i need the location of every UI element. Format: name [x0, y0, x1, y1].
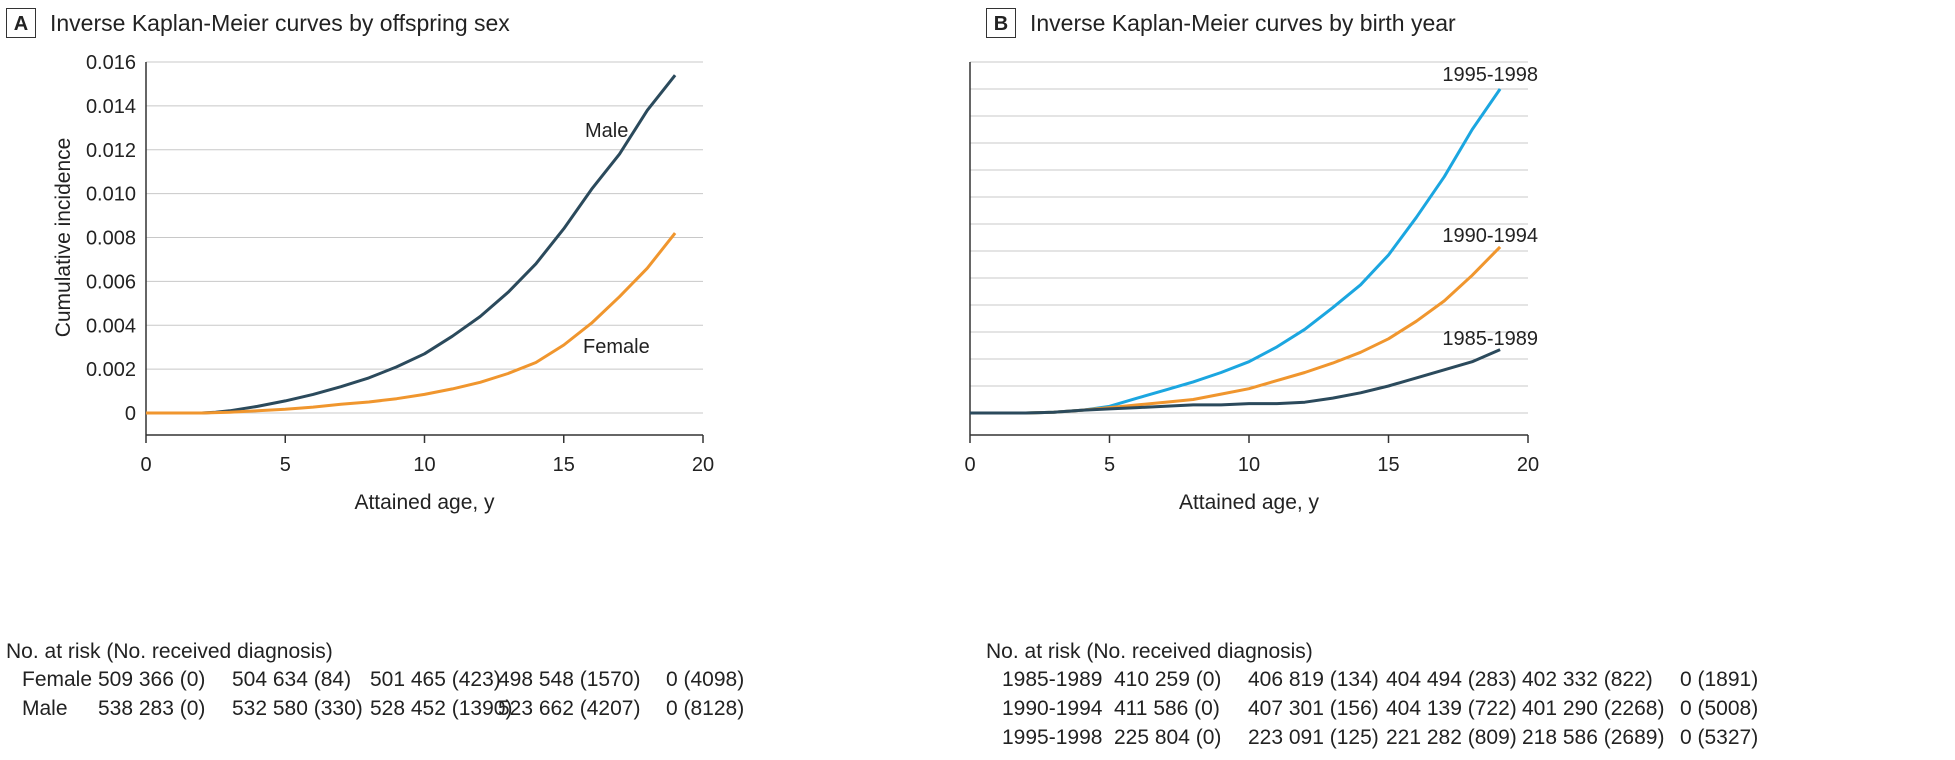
risk-cell: 225 804 (0) — [1114, 726, 1222, 749]
risk-cell: 0 (8128) — [666, 697, 745, 720]
risk-cell: 0 (4098) — [666, 668, 745, 691]
risk-cell: 223 091 (125) — [1248, 726, 1379, 749]
risk-cell: 528 452 (1390) — [370, 697, 513, 720]
risk-cell: 410 259 (0) — [1114, 668, 1222, 691]
risk-cell: 221 282 (809) — [1386, 726, 1517, 749]
x-tick-label: 10 — [1238, 454, 1260, 476]
y-tick-label: 0.012 — [86, 140, 136, 162]
panel-a: A Inverse Kaplan-Meier curves by offspri… — [0, 0, 960, 760]
risk-cell: 404 494 (283) — [1386, 668, 1517, 691]
risk-cell: 411 586 (0) — [1114, 697, 1220, 720]
x-axis-label: Attained age, y — [354, 491, 495, 514]
panel-a-header: A Inverse Kaplan-Meier curves by offspri… — [6, 8, 510, 38]
risk-table-a: No. at risk (No. received diagnosis) Fem… — [6, 640, 744, 726]
y-tick-label: 0.004 — [86, 315, 136, 337]
risk-row: 1990-1994 411 586 (0) 407 301 (156) 404 139… — [986, 697, 1758, 726]
risk-row-label: 1985-1989 — [1002, 668, 1103, 691]
risk-cell: 504 634 (84) — [232, 668, 352, 691]
risk-cell: 532 580 (330) — [232, 697, 363, 720]
x-tick-label: 20 — [692, 454, 714, 476]
y-tick-label: 0.002 — [86, 359, 136, 381]
risk-cell: 501 465 (423) — [370, 668, 501, 691]
risk-table-b-rows: 1985-1989 410 259 (0) 406 819 (134) 404 494… — [986, 668, 1758, 755]
y-axis-label: Cumulative incidence — [52, 138, 75, 338]
x-tick-label: 5 — [1104, 454, 1115, 476]
risk-cell: 404 139 (722) — [1386, 697, 1517, 720]
series-label: Female — [583, 336, 650, 358]
panel-b-letter: B — [986, 8, 1016, 38]
series-label: 1990-1994 — [1442, 225, 1538, 247]
x-tick-label: 20 — [1517, 454, 1539, 476]
risk-cell: 0 (1891) — [1680, 668, 1759, 691]
risk-cell: 498 548 (1570) — [498, 668, 641, 691]
risk-cell: 0 (5008) — [1680, 697, 1759, 720]
risk-row-label: Female — [22, 668, 93, 691]
risk-table-b-title: No. at risk (No. received diagnosis) — [986, 640, 1313, 663]
x-tick-label: 15 — [1377, 454, 1399, 476]
y-tick-label: 0.006 — [86, 271, 136, 293]
risk-row: 1995-1998 225 804 (0) 223 091 (125) 221 282… — [986, 726, 1758, 755]
risk-row-label: 1995-1998 — [1002, 726, 1103, 749]
risk-cell: 538 283 (0) — [98, 697, 206, 720]
panel-a-letter: A — [6, 8, 36, 38]
y-tick-label: 0.010 — [86, 184, 136, 206]
y-tick-label: 0.008 — [86, 228, 136, 250]
chart-a: 0 0.002 0.004 0.006 0.008 0.010 0.012 0.014 0.01… — [52, 52, 714, 514]
x-tick-label: 0 — [140, 454, 151, 476]
panel-b: B Inverse Kaplan-Meier curves by birth y… — [964, 0, 1955, 760]
risk-row: Female 509 366 (0) 504 634 (84) 501 465 (42… — [6, 668, 744, 697]
risk-table-a-title: No. at risk (No. received diagnosis) — [6, 640, 333, 663]
series-label: Male — [585, 120, 628, 142]
risk-cell: 407 301 (156) — [1248, 697, 1379, 720]
panel-b-title: Inverse Kaplan-Meier curves by birth yea… — [1030, 9, 1456, 36]
risk-table-b: No. at risk (No. received diagnosis) 198… — [986, 640, 1758, 755]
risk-row: 1985-1989 410 259 (0) 406 819 (134) 404 494… — [986, 668, 1758, 697]
y-tick-label: 0.016 — [86, 52, 136, 74]
panel-a-title: Inverse Kaplan-Meier curves by offspring… — [50, 9, 510, 36]
risk-row-label: Male — [22, 697, 68, 720]
risk-cell: 0 (5327) — [1680, 726, 1759, 749]
risk-cell: 523 662 (4207) — [498, 697, 641, 720]
x-tick-label: 0 — [964, 454, 975, 476]
y-tick-label: 0.014 — [86, 96, 136, 118]
risk-table-a-rows: Female 509 366 (0) 504 634 (84) 501 465 (42… — [6, 668, 744, 726]
x-tick-label: 10 — [413, 454, 435, 476]
risk-cell: 218 586 (2689) — [1522, 726, 1665, 749]
x-tick-label: 5 — [280, 454, 291, 476]
risk-row-label: 1990-1994 — [1002, 697, 1103, 720]
series-line-1985-1989 — [970, 348, 1501, 415]
risk-row: Male 538 283 (0) 532 580 (330) 528 452 (139… — [6, 697, 744, 726]
series-label: 1985-1989 — [1442, 328, 1538, 350]
y-tick-label: 0 — [125, 403, 136, 425]
series-line-female — [146, 232, 677, 415]
x-tick-label: 15 — [553, 454, 575, 476]
x-axis-label: Attained age, y — [1179, 491, 1320, 514]
panel-b-header: B Inverse Kaplan-Meier curves by birth y… — [986, 8, 1456, 38]
series-line-1990-1994 — [970, 245, 1502, 415]
series-label: 1995-1998 — [1442, 64, 1538, 86]
risk-cell: 509 366 (0) — [98, 668, 206, 691]
chart-b: 00.0020.0040.0060.0080.0100.0120.0140.01… — [964, 61, 1539, 514]
risk-cell: 406 819 (134) — [1248, 668, 1379, 691]
risk-cell: 401 290 (2268) — [1522, 697, 1665, 720]
risk-cell: 402 332 (822) — [1522, 668, 1653, 691]
